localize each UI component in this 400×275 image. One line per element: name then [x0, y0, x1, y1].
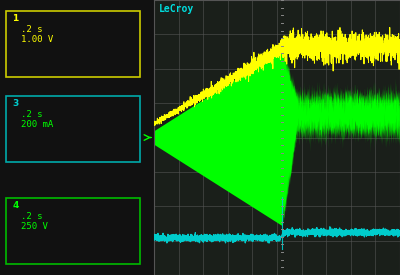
Text: 3: 3	[12, 99, 18, 108]
Text: .2 s
1.00 V: .2 s 1.00 V	[21, 25, 54, 44]
Text: .2 s
250 V: .2 s 250 V	[21, 212, 48, 231]
Text: LeCroy: LeCroy	[159, 4, 194, 14]
FancyBboxPatch shape	[6, 96, 140, 162]
FancyBboxPatch shape	[6, 11, 140, 77]
FancyBboxPatch shape	[6, 198, 140, 264]
Text: 1: 1	[12, 14, 18, 23]
Text: .2 s
200 mA: .2 s 200 mA	[21, 110, 54, 130]
Text: 4: 4	[12, 201, 18, 210]
